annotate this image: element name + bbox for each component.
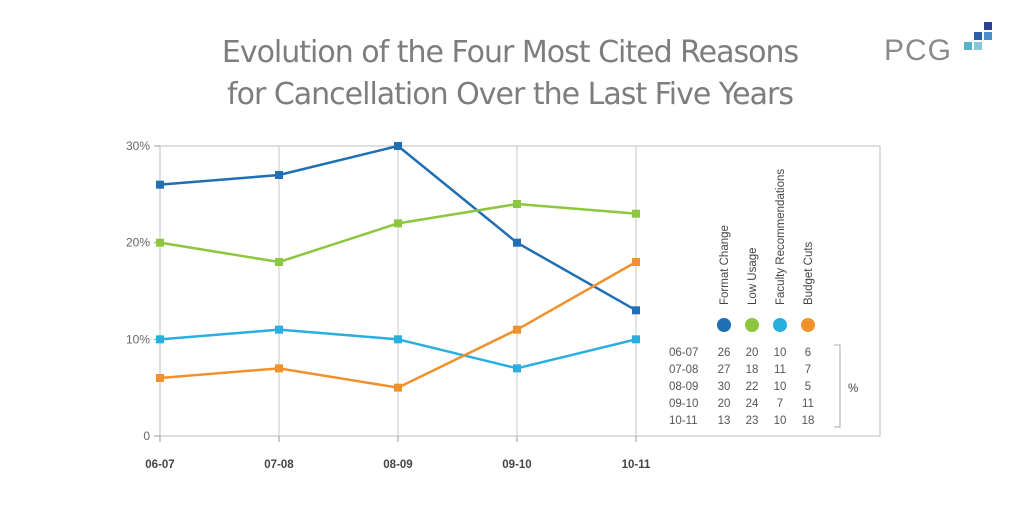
data-point bbox=[275, 171, 283, 179]
data-point bbox=[156, 180, 164, 189]
chart-title-line-2: for Cancellation Over the Last Five Year… bbox=[227, 77, 794, 112]
logo-square bbox=[984, 22, 992, 30]
data-point bbox=[394, 335, 402, 344]
data-point bbox=[513, 364, 521, 373]
table-row-label: 07-08 bbox=[669, 364, 698, 376]
y-tick-label: 20% bbox=[126, 236, 150, 250]
legend-label: Faculty Recommendations bbox=[775, 169, 787, 305]
legend-dot bbox=[801, 318, 815, 332]
data-point bbox=[394, 142, 402, 150]
table-cell: 18 bbox=[802, 415, 815, 427]
legend-label: Format Change bbox=[719, 225, 731, 305]
x-tick-label: 08-09 bbox=[383, 459, 412, 471]
legend-label: Budget Cuts bbox=[803, 241, 815, 305]
table-cell: 20 bbox=[746, 347, 759, 359]
pcg-logo: PCG bbox=[884, 22, 994, 70]
table-row-label: 08-09 bbox=[669, 381, 698, 393]
table-row-label: 06-07 bbox=[669, 347, 698, 359]
plot-frame bbox=[159, 145, 881, 437]
chart-title: Evolution of the Four Most Cited Reasons… bbox=[130, 32, 890, 116]
table-cell: 7 bbox=[777, 398, 783, 410]
x-tick-label: 09-10 bbox=[502, 459, 531, 471]
data-point bbox=[394, 219, 402, 228]
table-bracket bbox=[834, 344, 841, 428]
legend-dot bbox=[773, 318, 787, 332]
table-row-label: 10-11 bbox=[669, 415, 698, 427]
data-point bbox=[275, 258, 283, 266]
table-cell: 27 bbox=[718, 364, 731, 376]
logo-square bbox=[974, 32, 982, 40]
data-point bbox=[632, 306, 640, 315]
table-cell: 26 bbox=[718, 347, 731, 359]
logo-square bbox=[964, 42, 972, 50]
table-cell: 10 bbox=[774, 381, 787, 393]
table-cell: 7 bbox=[805, 364, 811, 376]
x-tick-label: 06-07 bbox=[145, 459, 174, 471]
table-unit: % bbox=[848, 383, 858, 395]
data-point bbox=[632, 335, 640, 344]
data-point bbox=[513, 325, 521, 334]
data-point bbox=[275, 325, 283, 334]
table-cell: 20 bbox=[718, 398, 731, 410]
chart-title-line-1: Evolution of the Four Most Cited Reasons bbox=[221, 35, 799, 70]
table-cell: 18 bbox=[746, 364, 759, 376]
data-point bbox=[275, 364, 283, 373]
table-cell: 6 bbox=[805, 347, 811, 359]
y-tick-label: 30% bbox=[126, 139, 150, 153]
data-point bbox=[632, 209, 640, 218]
logo-square bbox=[974, 42, 982, 50]
legend-label: Low Usage bbox=[747, 247, 759, 305]
table-cell: 13 bbox=[718, 415, 731, 427]
data-point bbox=[394, 383, 402, 392]
logo-square bbox=[984, 32, 992, 40]
table-row-label: 09-10 bbox=[669, 398, 698, 410]
logo-text: PCG bbox=[884, 34, 953, 67]
data-point bbox=[513, 238, 521, 247]
y-tick-label: 10% bbox=[126, 332, 150, 346]
table-cell: 23 bbox=[746, 415, 759, 427]
legend-dot bbox=[745, 318, 759, 332]
table-cell: 11 bbox=[774, 364, 786, 376]
table-cell: 24 bbox=[746, 398, 759, 410]
x-tick-label: 10-11 bbox=[622, 459, 651, 471]
table-cell: 5 bbox=[805, 381, 811, 393]
table-cell: 10 bbox=[774, 415, 787, 427]
x-tick-label: 07-08 bbox=[264, 459, 294, 471]
table-cell: 30 bbox=[718, 381, 731, 393]
data-point bbox=[513, 200, 521, 208]
data-point bbox=[156, 238, 164, 247]
table-cell: 10 bbox=[774, 347, 787, 359]
data-point bbox=[156, 374, 164, 382]
table-cell: 11 bbox=[802, 398, 814, 410]
table-cell: 22 bbox=[746, 381, 759, 393]
data-point bbox=[156, 335, 164, 344]
y-tick-label: 0 bbox=[143, 429, 150, 443]
data-point bbox=[632, 258, 640, 266]
legend-dot bbox=[717, 318, 731, 332]
